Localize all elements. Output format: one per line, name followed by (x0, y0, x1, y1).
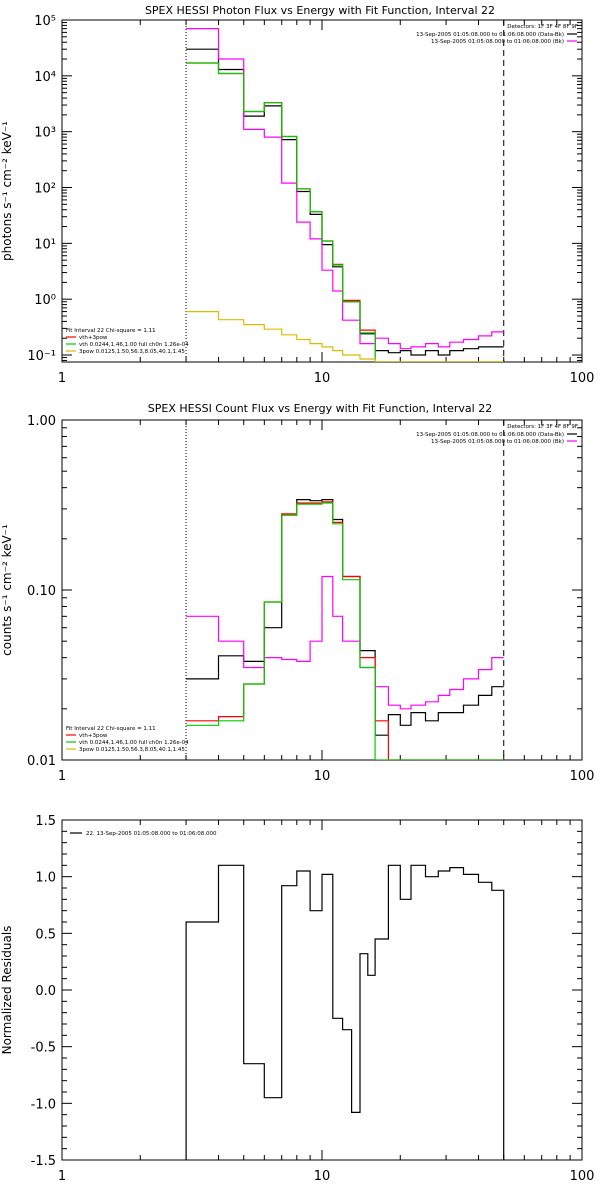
fit-legend-header: Fit Interval 22 Chi-square = 1.11 (66, 726, 156, 732)
y-axis-label: counts s⁻¹ cm⁻² keV⁻¹ (0, 524, 14, 656)
y-tick-label: 10⁻¹ (27, 349, 56, 364)
legend-entry-text: 22. 13-Sep-2005 01:05:08.000 to 01:06:08… (86, 831, 217, 837)
series-bk-line (186, 28, 504, 350)
series-data-bk-line (186, 48, 504, 356)
y-tick-label: 1.5 (35, 814, 56, 829)
y-tick-label: 1.0 (35, 871, 56, 886)
photon-flux-plot-area: 1 10 100 10⁻¹ 10⁰ 10¹ 10² 10³ 10⁴ 10⁵ photons s⁻¹ … (0, 14, 594, 386)
legend-entry-text: 13-Sep-2005 01:05:08.000 to 01:06:08.000… (416, 32, 564, 38)
y-tick-label: 0.01 (27, 754, 56, 769)
legend-entry-text: 3pow 0.0125,1.50,56.3,8.05,40.1,1.45 (79, 349, 185, 355)
y-tick-label: 10⁰ (34, 293, 56, 308)
y-tick-label: 1.00 (27, 414, 56, 429)
legend-entry-text: 13-Sep-2005 01:05:08.000 to 01:06:08.000… (431, 439, 564, 445)
y-tick-label: 10⁵ (34, 14, 56, 29)
series-vth-line (186, 502, 504, 760)
residuals-plot-area: 1 10 100 -1.5 -1.0 -0.5 0.0 0.5 1.0 1.5 Normalized… (0, 814, 594, 1184)
x-tick-label: 100 (570, 371, 595, 386)
y-tick-label: 0.5 (35, 927, 56, 942)
y-tick-label: 0.10 (27, 584, 56, 599)
y-tick-label: -1.0 (31, 1097, 56, 1112)
legend-entry-text: vth 0.0244,1.46,1.00 full ch0n 1.26e-04 (79, 342, 189, 348)
legend-entry-text: 3pow 0.0125,1.50,56.3,8.05,40.1,1.45 (79, 747, 185, 753)
legend-entry-text: 13-Sep-2005 01:05:08.000 to 01:06:08.000… (416, 432, 564, 438)
count-flux-plot-area: 1 10 100 0.01 0.10 1.00 counts s⁻¹ cm⁻² keV⁻¹ D… (0, 414, 594, 784)
y-axis-label: Normalized Residuals (0, 926, 14, 1055)
series-vth-3pow-line (186, 62, 504, 362)
y-tick-label: -0.5 (31, 1041, 56, 1056)
series-data-bk-line (186, 499, 504, 736)
legend-entry-text: vth+3pow (79, 733, 108, 739)
count-flux-title: SPEX HESSI Count Flux vs Energy with Fit… (148, 402, 492, 415)
series-3pow-line (186, 311, 504, 362)
detectors-legend-text: Detectors: 1F 3F 4F 8F 9F (507, 24, 578, 30)
y-axis-label: photons s⁻¹ cm⁻² keV⁻¹ (0, 121, 14, 261)
x-tick-label: 1 (58, 769, 66, 784)
x-tick-label: 10 (314, 1169, 331, 1184)
y-tick-label: -1.5 (31, 1154, 56, 1169)
series-bk-line (186, 575, 504, 710)
x-tick-label: 100 (570, 769, 595, 784)
legend-entry-text: vth+3pow (79, 335, 108, 341)
legend-entry-text: 13-Sep-2005 01:05:08.000 to 01:06:08.000… (431, 39, 564, 45)
x-tick-label: 10 (314, 769, 331, 784)
series-22-13-sep-2005-01-05-08-000-to-01-06-08-000-line (185, 864, 505, 1160)
legend-entry-text: vth 0.0244,1.46,1.00 full ch0n 1.26e-04 (79, 740, 189, 746)
photon-flux-title: SPEX HESSI Photon Flux vs Energy with Fi… (145, 4, 495, 17)
fit-legend-header: Fit Interval 22 Chi-square = 1.11 (66, 328, 156, 334)
x-tick-label: 100 (570, 1169, 595, 1184)
panel-residuals: 1 10 100 -1.5 -1.0 -0.5 0.0 0.5 1.0 1.5 Normalized… (0, 814, 594, 1184)
y-tick-label: 10³ (34, 126, 56, 141)
y-tick-label: 10¹ (34, 237, 56, 252)
y-tick-label: 10² (34, 182, 56, 197)
x-tick-label: 1 (58, 371, 66, 386)
panel-photon-flux: SPEX HESSI Photon Flux vs Energy with Fi… (0, 4, 594, 386)
panel-count-flux: SPEX HESSI Count Flux vs Energy with Fit… (0, 402, 594, 784)
x-tick-label: 10 (314, 371, 331, 386)
x-tick-label: 1 (58, 1169, 66, 1184)
detectors-legend-text: Detectors: 1F 3F 4F 8F 9F (507, 424, 578, 430)
y-tick-label: 0.0 (35, 984, 56, 999)
y-tick-label: 10⁴ (34, 70, 56, 85)
series-vth-line (186, 62, 504, 362)
